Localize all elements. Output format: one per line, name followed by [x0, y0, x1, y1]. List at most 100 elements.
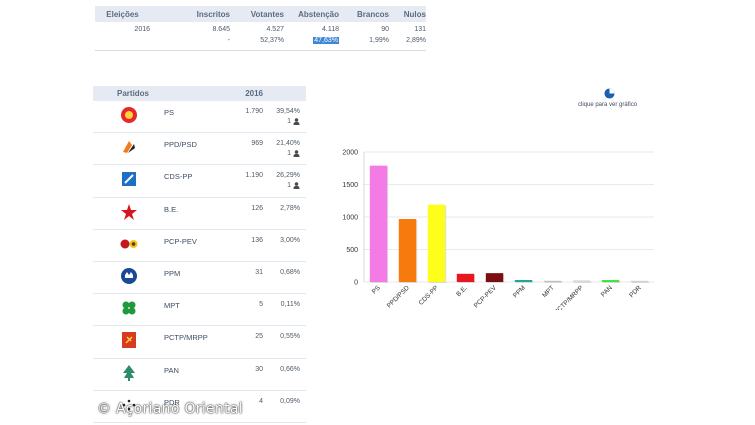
- watermark: © Açoriano Oriental: [97, 401, 243, 417]
- y-tick-label: 2000: [342, 150, 358, 157]
- bar: [427, 204, 446, 282]
- header-year: 2016: [245, 89, 263, 98]
- cell-voters: 4.527: [266, 26, 284, 33]
- header-voters: Votantes: [250, 9, 284, 19]
- party-percent: 2,78%: [280, 204, 300, 212]
- party-votes: 25: [255, 333, 263, 341]
- party-row: PS 1.790 39,54% 1: [93, 101, 306, 134]
- summary-row-counts: 2016 8.645 4.527 4.118 90 131: [95, 24, 426, 35]
- party-name: PDR: [164, 397, 180, 407]
- bar: [369, 165, 388, 282]
- cell-null-pct: 2,89%: [406, 37, 426, 44]
- party-row: PPD/PSD 969 21,40% 1: [93, 133, 306, 166]
- party-name: PS: [164, 108, 175, 117]
- bar-shadow: [602, 281, 621, 283]
- bar-shadow: [573, 281, 592, 283]
- party-row: PPM 31 0,68%: [93, 262, 306, 295]
- party-results-table: Partidos 2016 PS 1.790 39,54% 1 PPD/PSD 969 21…: [93, 86, 306, 423]
- cds-square-icon: [121, 172, 136, 187]
- party-percent: 0,68%: [280, 268, 300, 276]
- x-tick-label: PAN: [600, 284, 614, 298]
- party-percent: 0,11%: [280, 301, 300, 309]
- party-percent: 0,55%: [280, 333, 300, 341]
- party-votes: 136: [251, 236, 263, 244]
- cell-registered-pct: -: [227, 37, 230, 44]
- party-row: CDS-PP 1.190 26,29% 1: [93, 165, 306, 198]
- pcp-pev-hammer-sunflower-icon: [120, 239, 137, 249]
- party-name: CDS-PP: [164, 172, 193, 182]
- party-votes: 31: [255, 268, 263, 276]
- x-tick-label: PS: [371, 284, 383, 296]
- pan-tree-icon: [122, 364, 135, 381]
- party-percent: 39,54%: [276, 108, 300, 115]
- party-row: PCP-PEV 136 3,00%: [93, 230, 306, 262]
- pie-chart-icon[interactable]: [604, 88, 615, 99]
- x-tick-label: MPT: [541, 284, 556, 299]
- x-tick-label: B.E.: [455, 284, 469, 298]
- cell-abstention-pct: 47,63%: [313, 37, 339, 44]
- header-blank: Brancos: [356, 9, 389, 19]
- cell-blank-pct: 1,99%: [369, 37, 389, 44]
- election-summary-table: Eleições Inscritos Votantes Abstenção Br…: [95, 6, 426, 51]
- party-row: PAN 30 0,66%: [93, 359, 306, 391]
- cell-voters-pct: 52,37%: [260, 37, 284, 44]
- party-table-header: Partidos 2016: [93, 86, 306, 101]
- bar: [601, 280, 620, 282]
- pdr-stars-icon: [122, 399, 135, 410]
- party-rows: PS 1.790 39,54% 1 PPD/PSD 969 21,40% 1 CDS-PP 1.1…: [93, 101, 306, 423]
- party-percent: 0,66%: [280, 365, 300, 373]
- chart-link[interactable]: clique para ver gráfico: [578, 102, 638, 108]
- person-icon: [293, 118, 300, 125]
- cell-registered: 8.645: [212, 26, 230, 33]
- party-percent: 26,29%: [276, 172, 300, 180]
- x-tick-label: PPM: [512, 284, 527, 299]
- y-tick-label: 500: [346, 247, 358, 254]
- y-tick-label: 1500: [342, 182, 358, 189]
- y-tick-label: 1000: [342, 215, 358, 222]
- party-percent: 0,09%: [280, 397, 300, 405]
- bar: [543, 280, 562, 282]
- party-votes: 1.790: [245, 108, 263, 115]
- party-votes: 5: [259, 301, 263, 309]
- bar-shadow: [544, 281, 563, 283]
- party-votes: 126: [251, 204, 263, 212]
- party-percent: 3,00%: [280, 236, 300, 244]
- party-name: B.E.: [164, 204, 179, 214]
- header-null: Nulos: [403, 9, 426, 19]
- x-tick-label: PDR: [628, 284, 643, 299]
- seats-count: 1: [287, 118, 291, 125]
- summary-row-percent: - 52,37% 47,63% 1,99% 2,89%: [95, 35, 426, 46]
- party-row: B.E. 126 2,78%: [93, 198, 306, 230]
- be-star-icon: [120, 203, 137, 220]
- bar: [514, 279, 533, 282]
- summary-header-row: Eleições Inscritos Votantes Abstenção Br…: [95, 6, 426, 22]
- x-tick-label: PCP-PEV: [473, 284, 499, 310]
- bar: [630, 280, 649, 282]
- bar: [572, 280, 591, 282]
- bar-shadow: [631, 281, 650, 283]
- cell-blank: 90: [381, 26, 389, 33]
- pctp-mrpp-flag-icon: [121, 332, 136, 349]
- header-elections: Eleições: [106, 9, 139, 19]
- mpt-clover-icon: [122, 301, 135, 315]
- party-name: PPD/PSD: [164, 140, 197, 150]
- bar: [485, 273, 504, 282]
- party-name: PPM: [164, 268, 181, 278]
- party-name: MPT: [164, 301, 180, 311]
- header-abstention: Abstenção: [298, 9, 339, 19]
- party-votes: 30: [255, 365, 263, 373]
- party-votes: 969: [251, 140, 263, 148]
- party-percent: 21,40%: [276, 140, 300, 148]
- seats-count: 1: [287, 182, 291, 190]
- person-icon: [293, 150, 300, 158]
- party-seats: 1: [287, 118, 300, 125]
- bar: [456, 273, 475, 282]
- ps-fist-rose-icon: [120, 107, 137, 123]
- bar: [398, 219, 417, 282]
- votes-bar-chart: 0 500 1000 1500 2000 PS PPD/PSD CDS-PP B.E. PCP-P…: [342, 150, 654, 310]
- x-tick-label: PCTP/MRPP: [553, 284, 585, 310]
- party-seats: 1: [287, 150, 300, 158]
- cell-year: 2016: [134, 26, 150, 33]
- cell-abstention: 4.118: [322, 26, 339, 33]
- party-row: PCTP/MRPP 25 0,55%: [93, 326, 306, 359]
